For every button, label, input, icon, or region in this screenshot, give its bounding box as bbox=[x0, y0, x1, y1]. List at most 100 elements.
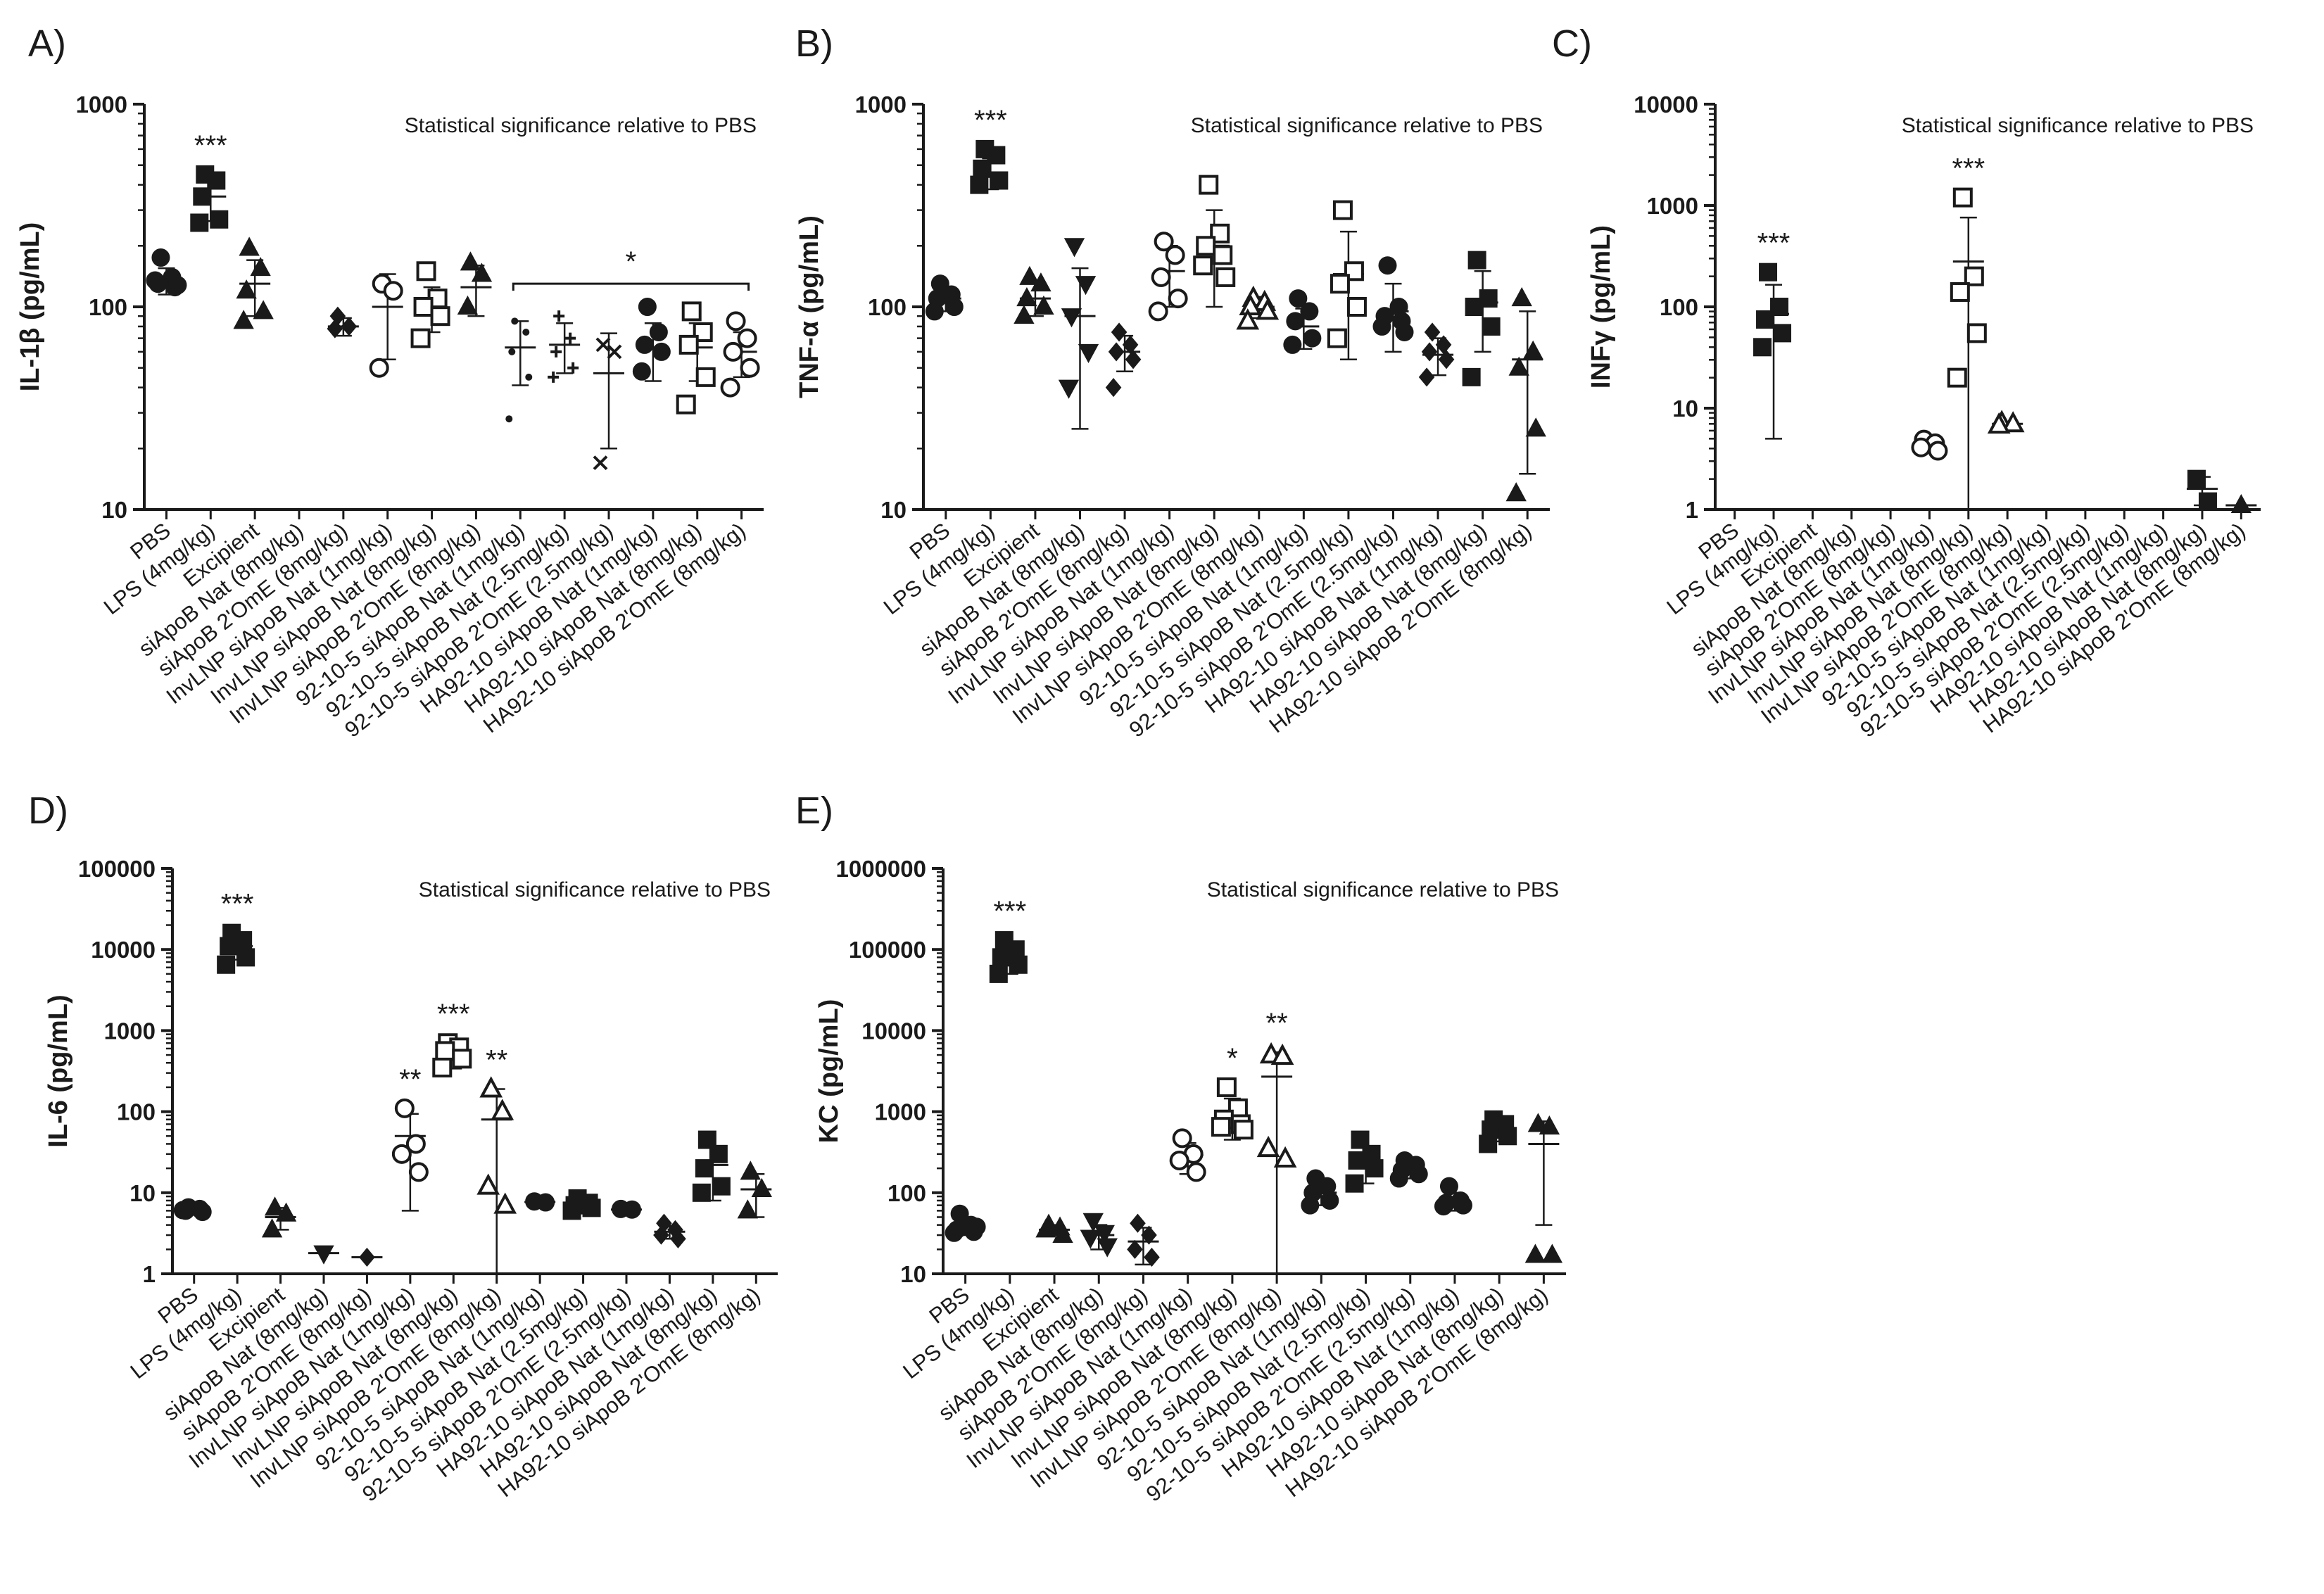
y-axis-label: KC (pg/mL) bbox=[814, 999, 844, 1144]
data-point bbox=[413, 297, 434, 317]
data-point bbox=[1283, 335, 1302, 354]
data-group bbox=[1301, 1169, 1339, 1215]
data-point bbox=[1144, 1247, 1160, 1267]
data-point bbox=[1301, 1196, 1320, 1215]
data-point bbox=[681, 301, 702, 322]
data-point bbox=[1479, 1134, 1498, 1153]
data-point bbox=[1438, 350, 1455, 369]
data-point bbox=[582, 1198, 601, 1217]
data-group bbox=[720, 311, 760, 398]
data-point bbox=[1127, 1239, 1143, 1259]
data-point bbox=[1125, 350, 1142, 369]
data-group bbox=[173, 1198, 212, 1222]
y-tick-label: 10 bbox=[130, 1180, 156, 1206]
data-group bbox=[1372, 256, 1414, 353]
data-point bbox=[678, 334, 699, 355]
data-point bbox=[992, 948, 1011, 967]
data-point bbox=[391, 1144, 412, 1164]
data-group bbox=[1080, 1213, 1118, 1258]
data-point bbox=[1270, 1043, 1294, 1065]
y-axis-label: IL-6 (pg/mL) bbox=[44, 994, 73, 1147]
data-group bbox=[925, 274, 964, 321]
data-point bbox=[1928, 441, 1948, 461]
data-point bbox=[548, 371, 560, 383]
data-point bbox=[1052, 1223, 1073, 1244]
data-group bbox=[2186, 469, 2218, 511]
data-group bbox=[632, 298, 671, 382]
data-point bbox=[1372, 317, 1391, 336]
y-tick-label: 1 bbox=[1686, 497, 1698, 523]
data-point bbox=[740, 1160, 761, 1180]
data-point bbox=[1289, 289, 1308, 308]
data-point bbox=[435, 1041, 455, 1061]
data-group bbox=[1127, 1213, 1160, 1267]
y-tick-label: 1 bbox=[143, 1261, 156, 1287]
significance-stars: *** bbox=[221, 889, 254, 920]
data-point bbox=[217, 955, 236, 974]
data-point bbox=[1063, 238, 1085, 258]
data-group bbox=[1327, 200, 1367, 361]
data-point bbox=[1467, 251, 1486, 270]
data-point bbox=[1508, 356, 1529, 376]
data-point bbox=[236, 948, 255, 967]
data-point bbox=[1346, 297, 1367, 317]
data-group bbox=[1524, 1113, 1563, 1263]
data-point bbox=[1211, 1117, 1231, 1137]
data-point bbox=[1327, 328, 1347, 348]
data-group bbox=[737, 1160, 772, 1219]
data-point bbox=[1418, 367, 1435, 387]
data-point bbox=[460, 251, 481, 271]
data-group bbox=[593, 332, 624, 471]
data-point bbox=[168, 276, 187, 295]
data-point bbox=[525, 373, 533, 381]
data-point bbox=[1199, 175, 1219, 195]
data-point bbox=[1216, 1077, 1237, 1097]
data-point bbox=[359, 1247, 375, 1267]
data-point bbox=[676, 394, 696, 415]
data-point bbox=[1019, 265, 1040, 285]
significance-stars: *** bbox=[194, 130, 227, 161]
data-point bbox=[1409, 1165, 1428, 1184]
significance-stars: ** bbox=[399, 1064, 421, 1095]
data-point bbox=[1236, 308, 1260, 330]
data-point bbox=[1233, 1120, 1253, 1140]
data-point bbox=[945, 1223, 964, 1242]
data-group bbox=[1434, 1177, 1472, 1216]
y-tick-label: 100 bbox=[868, 294, 907, 320]
data-point bbox=[151, 248, 170, 267]
data-group bbox=[676, 301, 716, 415]
data-group bbox=[1389, 1151, 1428, 1188]
data-point bbox=[973, 159, 992, 178]
panel-letter: A) bbox=[28, 23, 66, 65]
data-point bbox=[430, 306, 450, 327]
data-point bbox=[649, 322, 668, 341]
data-point bbox=[1286, 312, 1305, 331]
data-group bbox=[261, 1196, 297, 1238]
data-point bbox=[1773, 324, 1792, 343]
data-point bbox=[726, 311, 746, 331]
data-point bbox=[1256, 1135, 1280, 1158]
data-point bbox=[1165, 245, 1185, 265]
data-point bbox=[1130, 1213, 1146, 1233]
y-axis-label: IL-1β (pg/mL) bbox=[15, 222, 45, 392]
data-point bbox=[695, 367, 716, 387]
data-point bbox=[193, 187, 212, 206]
data-point bbox=[1756, 310, 1775, 329]
data-point bbox=[945, 298, 964, 316]
data-point bbox=[623, 1200, 641, 1219]
data-point bbox=[410, 328, 431, 348]
data-point bbox=[1111, 322, 1128, 342]
significance-note: Statistical significance relative to PBS bbox=[419, 878, 771, 902]
y-tick-label: 1000000 bbox=[836, 856, 926, 882]
data-group bbox=[1236, 285, 1280, 330]
data-point bbox=[1154, 232, 1174, 252]
data-group bbox=[653, 1213, 686, 1248]
data-point bbox=[146, 271, 165, 290]
data-group: ** bbox=[391, 1064, 429, 1212]
data-point bbox=[239, 236, 260, 256]
data-point bbox=[1770, 298, 1789, 316]
data-point bbox=[405, 1134, 426, 1154]
data-point bbox=[1511, 286, 1532, 307]
panel-letter: D) bbox=[28, 790, 68, 832]
